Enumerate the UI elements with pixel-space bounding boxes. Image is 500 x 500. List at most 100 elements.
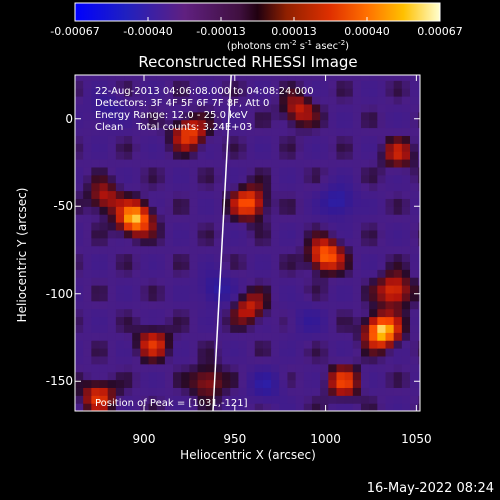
clean-counts-annotation: Clean Total counts: 3.24E+03: [95, 122, 253, 133]
heatmap-cell: [132, 292, 141, 302]
colorbar-tick-label: -0.00067: [50, 25, 100, 38]
heatmap-cell: [164, 88, 174, 97]
heatmap-cell: [238, 182, 248, 192]
heatmap-cell: [401, 229, 411, 239]
heatmap-cell: [328, 245, 338, 255]
heatmap-cell: [393, 119, 403, 129]
heatmap-cell: [107, 237, 117, 247]
heatmap-cell: [271, 80, 280, 89]
heatmap-cell: [238, 285, 248, 294]
heatmap-cell: [91, 316, 101, 325]
heatmap-cell: [320, 229, 329, 239]
heatmap-cell: [205, 182, 215, 192]
heatmap-cell: [197, 332, 207, 341]
heatmap-cell: [99, 119, 109, 129]
heatmap-cell: [352, 96, 362, 105]
heatmap-cell: [418, 395, 420, 404]
heatmap-cell: [164, 269, 174, 278]
heatmap-cell: [83, 88, 92, 97]
heatmap-cell: [262, 324, 272, 333]
heatmap-cell: [75, 190, 84, 199]
heatmap-cell: [107, 111, 117, 121]
heatmap-cell: [189, 237, 199, 247]
heatmap-cell: [254, 395, 264, 404]
heatmap-cell: [385, 214, 395, 223]
heatmap-cell: [124, 214, 133, 223]
heatmap-cell: [262, 363, 272, 373]
heatmap-cell: [213, 285, 223, 294]
heatmap-cell: [271, 166, 280, 176]
heatmap-cell: [115, 387, 125, 396]
heatmap-cell: [197, 75, 207, 81]
heatmap-cell: [124, 237, 133, 247]
heatmap-cell: [393, 316, 403, 325]
heatmap-cell: [75, 88, 84, 97]
heatmap-cell: [205, 96, 215, 105]
heatmap-cell: [181, 261, 190, 270]
heatmap-cell: [140, 159, 150, 168]
heatmap-cell: [173, 261, 182, 270]
heatmap-cell: [148, 261, 158, 270]
heatmap-cell: [360, 143, 370, 152]
heatmap-cell: [148, 348, 158, 357]
heatmap-cell: [83, 80, 92, 89]
heatmap-cell: [148, 159, 158, 168]
heatmap-cell: [401, 166, 411, 176]
heatmap-cell: [418, 316, 420, 325]
heatmap-cell: [197, 143, 207, 152]
heatmap-cell: [132, 245, 141, 255]
heatmap-cell: [295, 229, 305, 239]
heatmap-cell: [115, 88, 125, 97]
heatmap-cell: [99, 237, 109, 247]
heatmap-cell: [328, 198, 338, 207]
heatmap-cell: [336, 332, 346, 341]
heatmap-cell: [401, 222, 411, 231]
heatmap-cell: [107, 340, 117, 349]
heatmap-cell: [311, 159, 321, 168]
heatmap-cell: [303, 269, 313, 278]
heatmap-cell: [287, 245, 297, 255]
heatmap-cell: [262, 151, 272, 160]
heatmap-cell: [262, 277, 272, 286]
heatmap-cell: [320, 237, 329, 247]
heatmap-cell: [385, 261, 395, 270]
heatmap-cell: [75, 348, 84, 357]
heatmap-cell: [385, 387, 395, 396]
heatmap-cell: [418, 355, 420, 365]
heatmap-cell: [344, 269, 354, 278]
heatmap-cell: [197, 340, 207, 349]
heatmap-cell: [328, 316, 338, 325]
heatmap-cell: [124, 403, 133, 411]
heatmap-cell: [213, 75, 223, 81]
heatmap-cell: [230, 324, 240, 333]
heatmap-cell: [287, 261, 297, 270]
heatmap-cell: [287, 214, 297, 223]
heatmap-cell: [246, 159, 256, 168]
heatmap-cell: [75, 403, 84, 411]
heatmap-cell: [287, 166, 297, 176]
heatmap-cell: [238, 75, 248, 81]
heatmap-cell: [99, 127, 109, 136]
heatmap-cell: [148, 190, 158, 199]
heatmap-cell: [132, 229, 141, 239]
heatmap-cell: [369, 245, 378, 255]
heatmap-cell: [344, 214, 354, 223]
heatmap-cell: [246, 292, 256, 302]
heatmap-cell: [328, 206, 338, 215]
heatmap-cell: [173, 324, 182, 333]
heatmap-cell: [173, 75, 182, 81]
heatmap-cell: [328, 103, 338, 113]
heatmap-cell: [320, 214, 329, 223]
heatmap-cell: [320, 348, 329, 357]
heatmap-cell: [320, 300, 329, 310]
heatmap-cell: [344, 96, 354, 105]
heatmap-cell: [197, 237, 207, 247]
heatmap-cell: [336, 308, 346, 318]
heatmap-cell: [164, 340, 174, 349]
heatmap-cell: [385, 253, 395, 262]
heatmap-cell: [213, 371, 223, 381]
heatmap-cell: [287, 174, 297, 184]
heatmap-cell: [287, 88, 297, 97]
heatmap-cell: [173, 127, 182, 136]
heatmap-cell: [393, 371, 403, 381]
